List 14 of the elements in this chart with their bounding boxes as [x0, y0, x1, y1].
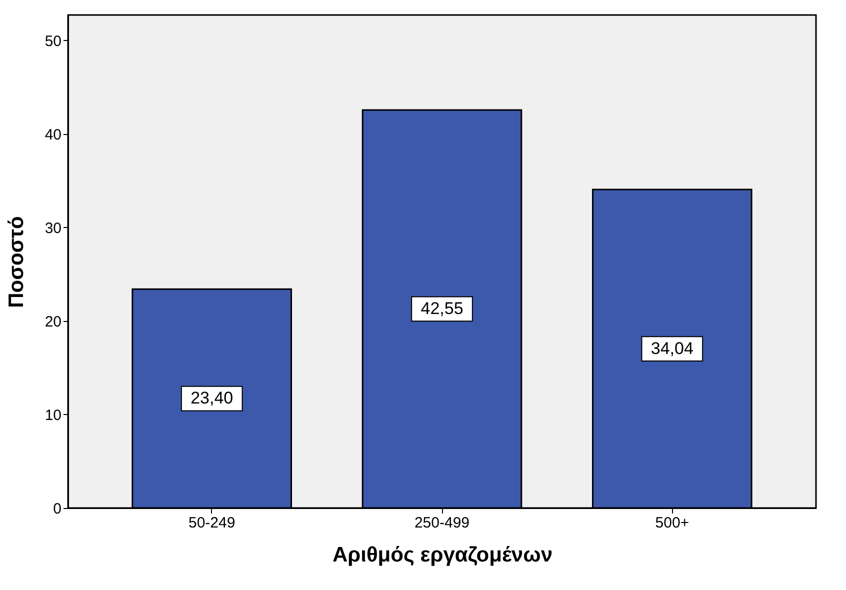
x-axis-title: Αριθμός εργαζομένων [332, 544, 553, 566]
y-axis-title: Ποσοστό [4, 216, 28, 308]
y-tick-label: 20 [44, 313, 62, 330]
y-tick-label: 40 [44, 126, 62, 144]
data-label: 23,40 [190, 388, 234, 408]
x-tick-label: 250-499 [414, 514, 470, 532]
y-tick-label: 10 [44, 406, 62, 424]
data-label: 42,55 [420, 298, 464, 318]
y-tick-label: 30 [44, 220, 62, 237]
x-tick-label: 500+ [655, 514, 690, 532]
data-label: 34,04 [650, 338, 694, 358]
x-tick-label: 50-249 [188, 514, 236, 532]
y-tick-label: 50 [44, 32, 62, 50]
y-tick-label: 0 [53, 500, 62, 518]
